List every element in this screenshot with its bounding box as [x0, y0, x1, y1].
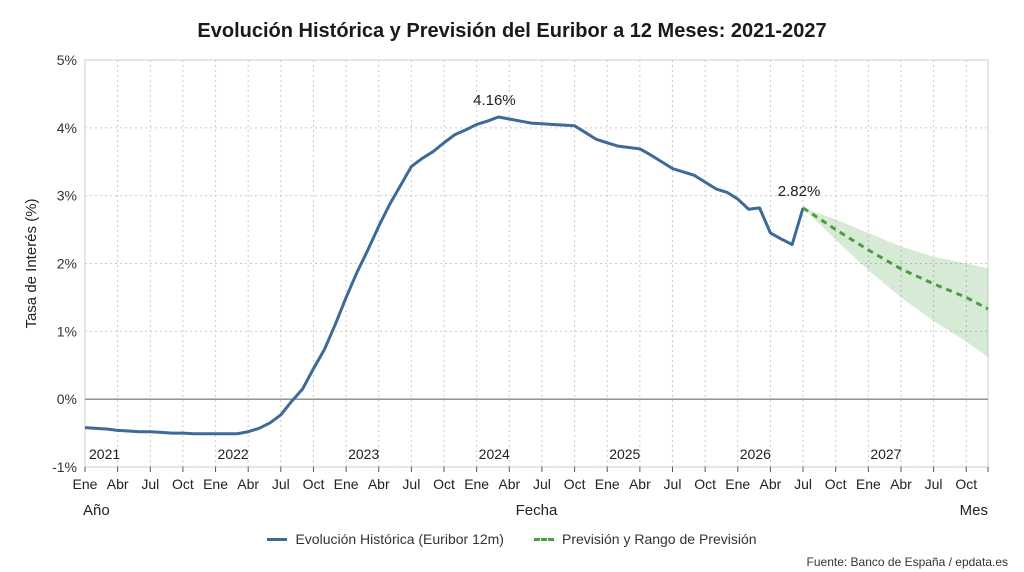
x-extra-label-month: Mes — [960, 502, 988, 519]
chart-title: Evolución Histórica y Previsión del Euri… — [197, 20, 827, 42]
x-tick-label: Oct — [825, 476, 847, 492]
y-axis-title: Tasa de Interés (%) — [23, 198, 40, 328]
x-tick-label: Ene — [595, 476, 620, 492]
x-tick-label: Abr — [760, 476, 782, 492]
legend-item-historical: Evolución Histórica (Euribor 12m) — [267, 531, 504, 547]
x-tick-label: Ene — [73, 476, 98, 492]
x-tick-label: Abr — [368, 476, 390, 492]
x-tick-label: Oct — [303, 476, 325, 492]
x-axis-title: Fecha — [516, 502, 558, 519]
x-tick-label: Ene — [725, 476, 750, 492]
x-tick-label: Ene — [856, 476, 881, 492]
y-tick-label: -1% — [52, 459, 77, 475]
x-tick-label: Ene — [464, 476, 489, 492]
legend-swatch-historical — [267, 537, 288, 541]
x-tick-label: Oct — [694, 476, 716, 492]
year-label: 2023 — [348, 446, 379, 462]
x-tick-label: Abr — [107, 476, 129, 492]
year-label: 2021 — [89, 446, 120, 462]
x-tick-label: Ene — [334, 476, 359, 492]
year-label: 2027 — [870, 446, 901, 462]
x-tick-label: Oct — [955, 476, 977, 492]
x-tick-label: Ene — [203, 476, 228, 492]
year-label: 2025 — [609, 446, 640, 462]
x-tick-label: Abr — [890, 476, 912, 492]
data-label: 4.16% — [473, 92, 516, 109]
year-label: 2022 — [218, 446, 249, 462]
legend: Evolución Histórica (Euribor 12m) Previs… — [0, 531, 1024, 547]
y-tick-label: 3% — [57, 188, 77, 204]
x-extra-label-year: Año — [83, 502, 110, 519]
legend-swatch-forecast — [533, 537, 554, 541]
data-label: 2.82% — [778, 183, 821, 200]
year-label: 2026 — [740, 446, 771, 462]
year-label: 2024 — [479, 446, 510, 462]
x-tick-label: Jul — [141, 476, 159, 492]
series-line-historical — [84, 115, 805, 436]
x-tick-label: Jul — [272, 476, 290, 492]
x-tick-label: Jul — [533, 476, 551, 492]
x-tick-label: Abr — [237, 476, 259, 492]
x-tick-label: Oct — [172, 476, 194, 492]
x-tick-label: Abr — [629, 476, 651, 492]
y-tick-label: 0% — [57, 391, 77, 407]
legend-label-historical: Evolución Histórica (Euribor 12m) — [295, 531, 504, 547]
x-tick-label: Jul — [402, 476, 420, 492]
x-tick-label: Jul — [664, 476, 682, 492]
source-note: Fuente: Banco de España / epdata.es — [806, 555, 1008, 569]
y-tick-label: 1% — [57, 323, 77, 339]
legend-label-forecast: Previsión y Rango de Previsión — [561, 531, 757, 547]
x-tick-label: Abr — [498, 476, 520, 492]
x-tick-label: Oct — [433, 476, 455, 492]
x-tick-label: Jul — [794, 476, 812, 492]
series-line-forecast — [802, 206, 989, 311]
x-tick-label: Oct — [564, 476, 586, 492]
x-tick-label: Jul — [925, 476, 943, 492]
legend-item-forecast: Previsión y Rango de Previsión — [533, 531, 757, 547]
forecast-range-band — [803, 207, 988, 358]
y-tick-label: 2% — [57, 256, 77, 272]
y-tick-label: 5% — [57, 52, 77, 68]
y-tick-label: 4% — [57, 120, 77, 136]
